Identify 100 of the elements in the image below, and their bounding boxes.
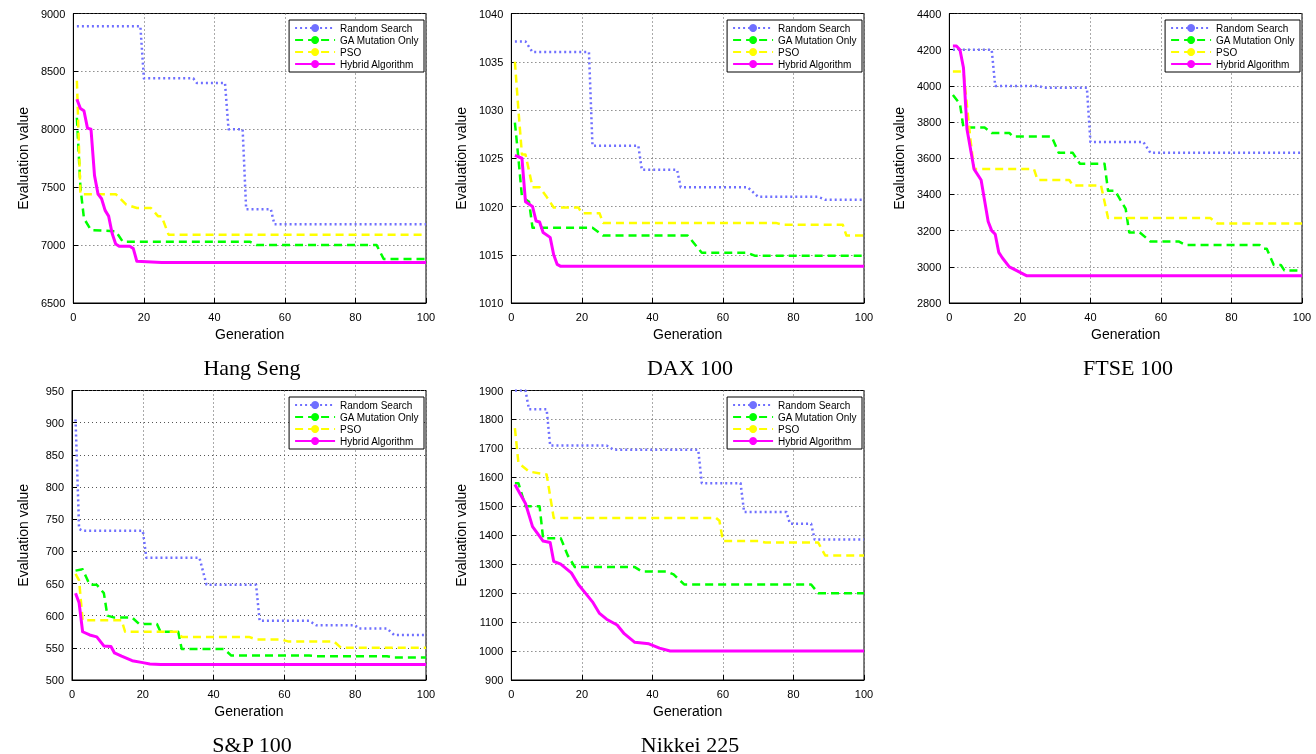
y-tick-label: 4200 [916, 43, 942, 56]
x-tick-label: 80 [349, 687, 362, 700]
x-tick-label: 0 [946, 310, 953, 323]
x-tick-label: 80 [349, 310, 362, 323]
line-series [74, 591, 428, 667]
y-tick-label: 1020 [478, 200, 504, 213]
x-tick-label: 60 [278, 310, 292, 323]
y-tick-label: 1015 [478, 248, 504, 261]
x-tick-label: 80 [787, 687, 800, 700]
x-tick-label: 40 [208, 310, 221, 323]
y-tick-label: 4400 [916, 7, 942, 20]
x-axis-title: Generation [1091, 326, 1161, 342]
y-tick-label: 650 [45, 577, 64, 590]
x-tick-label: 100 [854, 310, 874, 323]
y-tick-label: 850 [45, 448, 64, 461]
x-tick-label: 100 [854, 687, 874, 700]
y-axis-title: Evaluation value [15, 483, 31, 587]
legend-label: Random Search [1216, 22, 1289, 34]
x-tick-label: 20 [575, 687, 589, 700]
y-tick-label: 500 [45, 674, 64, 686]
x-tick-label: 20 [575, 310, 589, 323]
y-tick-label: 600 [45, 609, 64, 622]
line-series [951, 70, 1304, 225]
y-tick-label: 1300 [478, 558, 504, 571]
y-tick-label: 3800 [916, 116, 942, 129]
x-tick-label: 100 [416, 310, 436, 323]
y-tick-label: 1010 [478, 297, 504, 309]
legend-label: PSO [778, 46, 800, 58]
x-tick-label: 20 [1013, 310, 1027, 323]
y-tick-label: 1200 [478, 587, 504, 600]
x-tick-label: 0 [68, 687, 76, 700]
legend-label: PSO [1216, 46, 1238, 58]
y-tick-label: 6500 [40, 297, 66, 309]
x-axis-title: Generation [215, 326, 285, 342]
legend-label: GA Mutation Only [340, 411, 419, 423]
legend-label: GA Mutation Only [340, 34, 419, 46]
line-series [513, 483, 866, 653]
legend-label: PSO [340, 46, 362, 58]
x-tick-label: 100 [1292, 310, 1312, 323]
x-tick-label: 0 [508, 310, 515, 323]
x-tick-label: 40 [207, 687, 220, 700]
x-tick-label: 20 [137, 310, 151, 323]
y-tick-label: 1400 [478, 529, 504, 542]
line-series [513, 60, 866, 237]
legend-label: Hybrid Algorithm [340, 58, 414, 70]
y-tick-label: 7500 [40, 181, 66, 194]
y-axis-title: Evaluation value [453, 106, 469, 210]
y-tick-label: 550 [45, 641, 64, 654]
y-tick-label: 9000 [40, 7, 66, 20]
y-tick-label: 800 [45, 481, 64, 493]
x-tick-label: 40 [1084, 310, 1097, 323]
y-tick-label: 1025 [478, 152, 504, 165]
legend-label: PSO [340, 423, 362, 435]
y-tick-label: 750 [45, 513, 64, 526]
x-tick-label: 80 [1225, 310, 1238, 323]
legend-label: GA Mutation Only [778, 34, 857, 46]
x-tick-label: 40 [646, 310, 659, 323]
y-tick-label: 950 [45, 384, 64, 397]
x-axis-title: Generation [653, 326, 723, 342]
y-tick-label: 1800 [478, 413, 504, 426]
text: Hang Seng [203, 354, 301, 380]
y-tick-label: 4000 [916, 79, 942, 92]
x-tick-label: 100 [416, 687, 436, 700]
x-tick-label: 0 [70, 310, 77, 323]
text: FTSE 100 [1083, 354, 1173, 380]
text: DAX 100 [646, 354, 734, 380]
text: Nikkei 225 [640, 731, 740, 754]
y-tick-label: 1100 [479, 616, 504, 629]
y-tick-label: 8500 [40, 65, 66, 78]
y-tick-label: 1500 [478, 500, 504, 513]
y-tick-label: 7000 [40, 239, 66, 252]
x-axis-title: Generation [214, 703, 284, 719]
y-tick-label: 700 [45, 545, 64, 558]
y-tick-label: 1000 [478, 645, 504, 658]
x-tick-label: 60 [716, 310, 730, 323]
y-tick-label: 3400 [916, 188, 942, 201]
y-tick-label: 1600 [478, 471, 504, 484]
legend-label: Random Search [778, 399, 851, 411]
x-tick-label: 80 [787, 310, 800, 323]
y-tick-label: 1030 [478, 104, 504, 116]
legend-label: GA Mutation Only [778, 411, 857, 423]
y-tick-label: 1035 [478, 55, 504, 68]
y-tick-label: 8000 [40, 123, 66, 136]
x-tick-label: 60 [716, 687, 730, 700]
text: S&P 100 [212, 731, 292, 754]
legend-label: Hybrid Algorithm [778, 435, 852, 447]
y-tick-label: 3200 [916, 224, 942, 237]
line-series [513, 426, 866, 557]
line-series [75, 24, 428, 226]
x-tick-label: 40 [646, 687, 659, 700]
y-tick-label: 900 [485, 674, 504, 686]
y-axis-title: Evaluation value [15, 106, 31, 210]
y-tick-label: 3000 [916, 260, 942, 273]
x-tick-label: 60 [278, 687, 291, 700]
legend-label: PSO [778, 423, 800, 435]
y-axis-title: Evaluation value [891, 106, 907, 210]
legend-label: Hybrid Algorithm [340, 435, 414, 447]
line-series [951, 44, 1304, 278]
legend-label: Hybrid Algorithm [778, 58, 852, 70]
y-tick-label: 1700 [478, 442, 504, 455]
